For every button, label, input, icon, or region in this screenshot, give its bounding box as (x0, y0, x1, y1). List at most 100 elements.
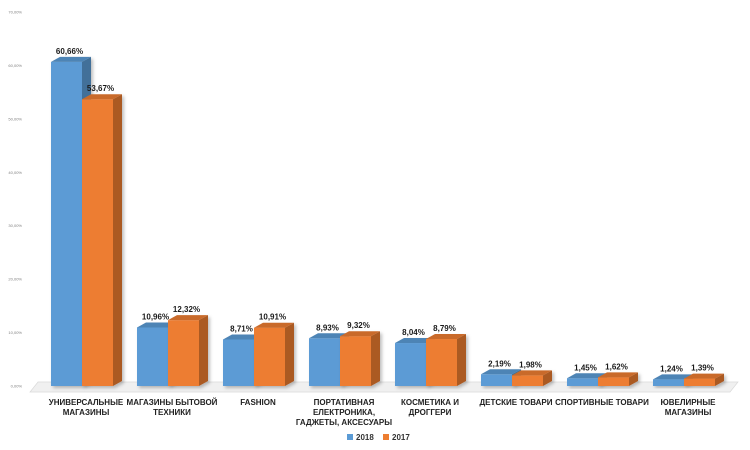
bar-top (168, 315, 208, 321)
category-label-line: УНИВЕРСАЛЬНЫЕ (49, 398, 124, 407)
category-label-line: ПОРТАТИВНАЯ (314, 398, 375, 407)
y-tick-label: 10,00% (8, 330, 22, 335)
bar-side (543, 370, 552, 386)
bar-front (567, 378, 598, 386)
category-label-line: ЕЛЕКТРОНИКА, (313, 408, 375, 417)
y-tick-label: 20,00% (8, 277, 22, 282)
data-label: 8,79% (433, 324, 456, 333)
data-label: 1,62% (605, 362, 628, 371)
legend-label-2018: 2018 (356, 433, 374, 442)
category-label: ПОРТАТИВНАЯ ЕЛЕКТРОНИКА, ГАДЖЕТЫ, АКСЕСУАР… (296, 398, 392, 427)
data-label: 2,19% (488, 359, 511, 368)
bar-front (481, 374, 512, 386)
bar-front (51, 61, 82, 387)
y-tick-label: 50,00% (8, 116, 22, 121)
category-label-line: FASHION (240, 398, 276, 407)
data-label: 10,96% (142, 312, 169, 321)
y-axis: 0,00% 10,00% 20,00% 30,00% 40,00% 50,00% 60,00… (8, 10, 22, 389)
y-tick-label: 30,00% (8, 223, 22, 228)
bar-front (309, 338, 340, 386)
data-label: 1,39% (691, 364, 714, 373)
category-label-line: МАГАЗИНЫ (63, 408, 110, 417)
category-label-line: КОСМЕТИКА И (401, 398, 459, 407)
bar-front (395, 343, 426, 386)
data-label: 1,98% (519, 360, 542, 369)
bar-front (512, 375, 543, 386)
y-tick-label: 0,00% (11, 384, 23, 389)
bars (51, 56, 724, 387)
bar-top (426, 334, 466, 340)
bar-2017-4 (426, 334, 466, 386)
bar-2017-5 (512, 370, 552, 386)
data-label: 8,04% (402, 328, 425, 337)
bar-2018-2 (223, 334, 263, 386)
legend: 2018 2017 (347, 433, 410, 442)
category-label-line: МАГАЗИНЫ (665, 408, 712, 417)
legend-label-2017: 2017 (392, 433, 410, 442)
bar-top (223, 334, 263, 340)
category-label-line: ДРОГГЕРИ (409, 408, 452, 417)
bar-2017-2 (254, 322, 294, 386)
bar-front (82, 99, 113, 387)
data-label: 8,93% (316, 323, 339, 332)
category-label: КОСМЕТИКА И ДРОГГЕРИ (401, 398, 459, 417)
bar-top (137, 322, 177, 328)
bar-top (567, 373, 607, 379)
data-label: 10,91% (259, 313, 286, 322)
bar-side (371, 331, 380, 386)
bar-top (481, 369, 521, 375)
category-label-line: СПОРТИВНЫЕ ТОВАРИ (555, 398, 649, 407)
data-label: 1,24% (660, 364, 683, 373)
category-label-line: ТЕХНИКИ (153, 408, 191, 417)
bar-2017-7 (684, 373, 724, 386)
bar-side (629, 372, 638, 386)
category-label: ЮВЕЛИРНЫЕ МАГАЗИНЫ (660, 398, 716, 417)
y-tick-label: 70,00% (8, 10, 22, 15)
bar-front (653, 379, 684, 386)
data-label: 60,66% (56, 47, 83, 56)
category-label: СПОРТИВНЫЕ ТОВАРИ (555, 398, 649, 407)
bar-top (82, 94, 122, 100)
data-labels: 60,66% 10,96% 8,71% 8,93% 8,04% 2,19% 1,45% 1,2… (56, 47, 714, 373)
bar-side (113, 94, 122, 387)
y-tick-label: 60,00% (8, 63, 22, 68)
chart-floor-plane (29, 381, 739, 393)
bar-2017-1 (168, 315, 208, 386)
bar-side (199, 315, 208, 386)
bar-side (715, 373, 724, 386)
bar-front (223, 339, 254, 386)
legend-swatch-2017 (383, 434, 389, 440)
bar-front (426, 339, 457, 386)
bar-2017-3 (340, 331, 380, 386)
category-label-line: МАГАЗИНЫ БЫТОВОЙ (127, 398, 218, 407)
data-label: 8,71% (230, 324, 253, 333)
bar-top (512, 370, 552, 376)
bar-front (137, 327, 168, 386)
bar-top (309, 333, 349, 339)
category-label-line: ГАДЖЕТЫ, АКСЕСУАРЫ (296, 418, 392, 427)
bar-top (51, 56, 91, 62)
category-label: УНИВЕРСАЛЬНЫЕ МАГАЗИНЫ (49, 398, 124, 417)
category-label: МАГАЗИНЫ БЫТОВОЙ ТЕХНИКИ (127, 398, 218, 417)
data-label: 1,45% (574, 363, 597, 372)
data-label: 9,32% (347, 321, 370, 330)
bar-front (598, 377, 629, 386)
bar-front (684, 378, 715, 386)
bar-top (254, 322, 294, 328)
bar-2017-0 (82, 94, 122, 387)
bar-top (653, 374, 693, 380)
category-label-line: ДЕТСКИЕ ТОВАРИ (479, 398, 552, 407)
category-label: FASHION (240, 398, 276, 407)
bar-top (598, 372, 638, 378)
chart-floor (29, 381, 739, 393)
bar-2017-6 (598, 372, 638, 386)
category-label-line: ЮВЕЛИРНЫЕ (660, 398, 716, 407)
bar-side (457, 334, 466, 386)
bar-front (340, 336, 371, 386)
legend-swatch-2018 (347, 434, 353, 440)
bar-front (254, 327, 285, 386)
data-label: 12,32% (173, 305, 200, 314)
